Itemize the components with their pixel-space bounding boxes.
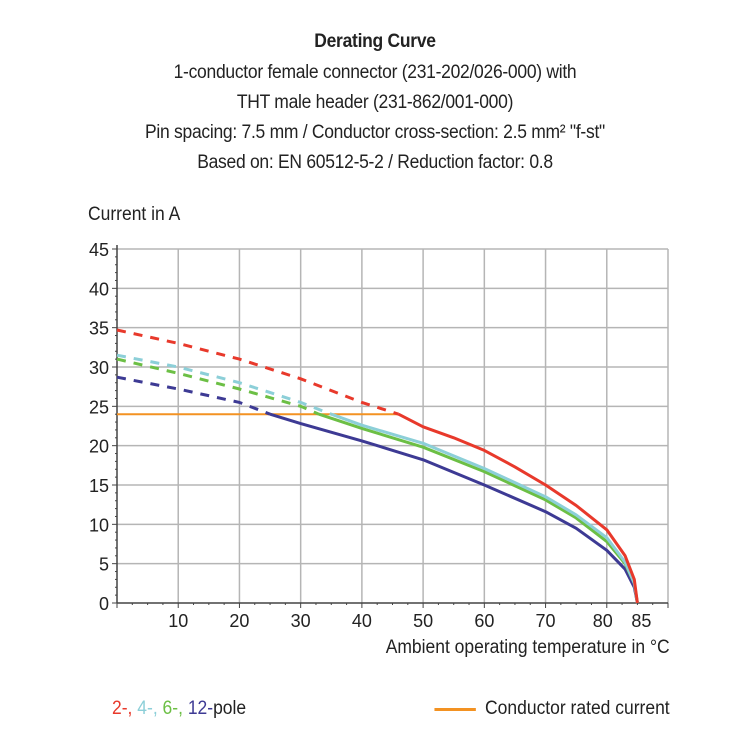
chart-subtitle-line: Pin spacing: 7.5 mm / Conductor cross-se…	[145, 122, 605, 143]
y-tick-label: 40	[89, 279, 109, 299]
series-12-solid-line	[269, 412, 639, 604]
legend-entry-6: 6-	[162, 698, 179, 719]
legend-suffix: pole	[213, 698, 247, 719]
y-tick-label: 5	[99, 555, 109, 575]
series-2-solid-line	[397, 412, 639, 604]
series-4-dashed-line	[116, 353, 332, 416]
chart-subtitle-line: 1-conductor female connector (231-202/02…	[173, 62, 577, 83]
y-tick-label: 35	[89, 319, 109, 339]
chart-subtitle-line: Based on: EN 60512-5-2 / Reduction facto…	[197, 152, 553, 173]
legend-rated-label: Conductor rated current	[485, 698, 670, 719]
x-tick-label: 10	[168, 611, 188, 631]
x-tick-label: 70	[536, 611, 556, 631]
y-tick-label: 45	[89, 240, 109, 260]
series-2-dashed-line	[116, 328, 400, 416]
y-tick-label: 0	[99, 594, 109, 614]
series-6-dashed-line	[116, 357, 320, 416]
y-tick-label: 25	[89, 397, 109, 417]
x-axis-label: Ambient operating temperature in °C	[386, 637, 670, 658]
y-tick-label: 20	[89, 437, 109, 457]
chart-title: Derating Curve	[314, 31, 436, 52]
x-tick-label: 30	[291, 611, 311, 631]
x-tick-label: 85	[631, 611, 651, 631]
legend-swatch	[434, 707, 477, 711]
y-tick-label: 30	[89, 358, 109, 378]
x-tick-label: 60	[474, 611, 494, 631]
x-tick-label: 40	[352, 611, 372, 631]
legend-entry-12: 12-	[187, 698, 214, 719]
series-4-solid-line	[330, 412, 639, 604]
legend-entry-4: 4-	[137, 698, 153, 719]
x-tick-label: 20	[229, 611, 249, 631]
legend-entry-2: 2-	[112, 698, 128, 719]
chart-subtitle-line: THT male header (231-862/001-000)	[236, 92, 514, 113]
legend-poles: 2-, 4-, 6-, 12-pole	[112, 698, 247, 719]
x-tick-label: 50	[413, 611, 433, 631]
x-tick-label: 80	[593, 611, 613, 631]
y-tick-label: 15	[89, 476, 109, 496]
legend-rated-current: Conductor rated current	[434, 698, 670, 720]
y-axis-label: Current in A	[88, 204, 181, 225]
series-12-dashed-line	[116, 375, 271, 416]
y-tick-label: 10	[89, 515, 109, 535]
